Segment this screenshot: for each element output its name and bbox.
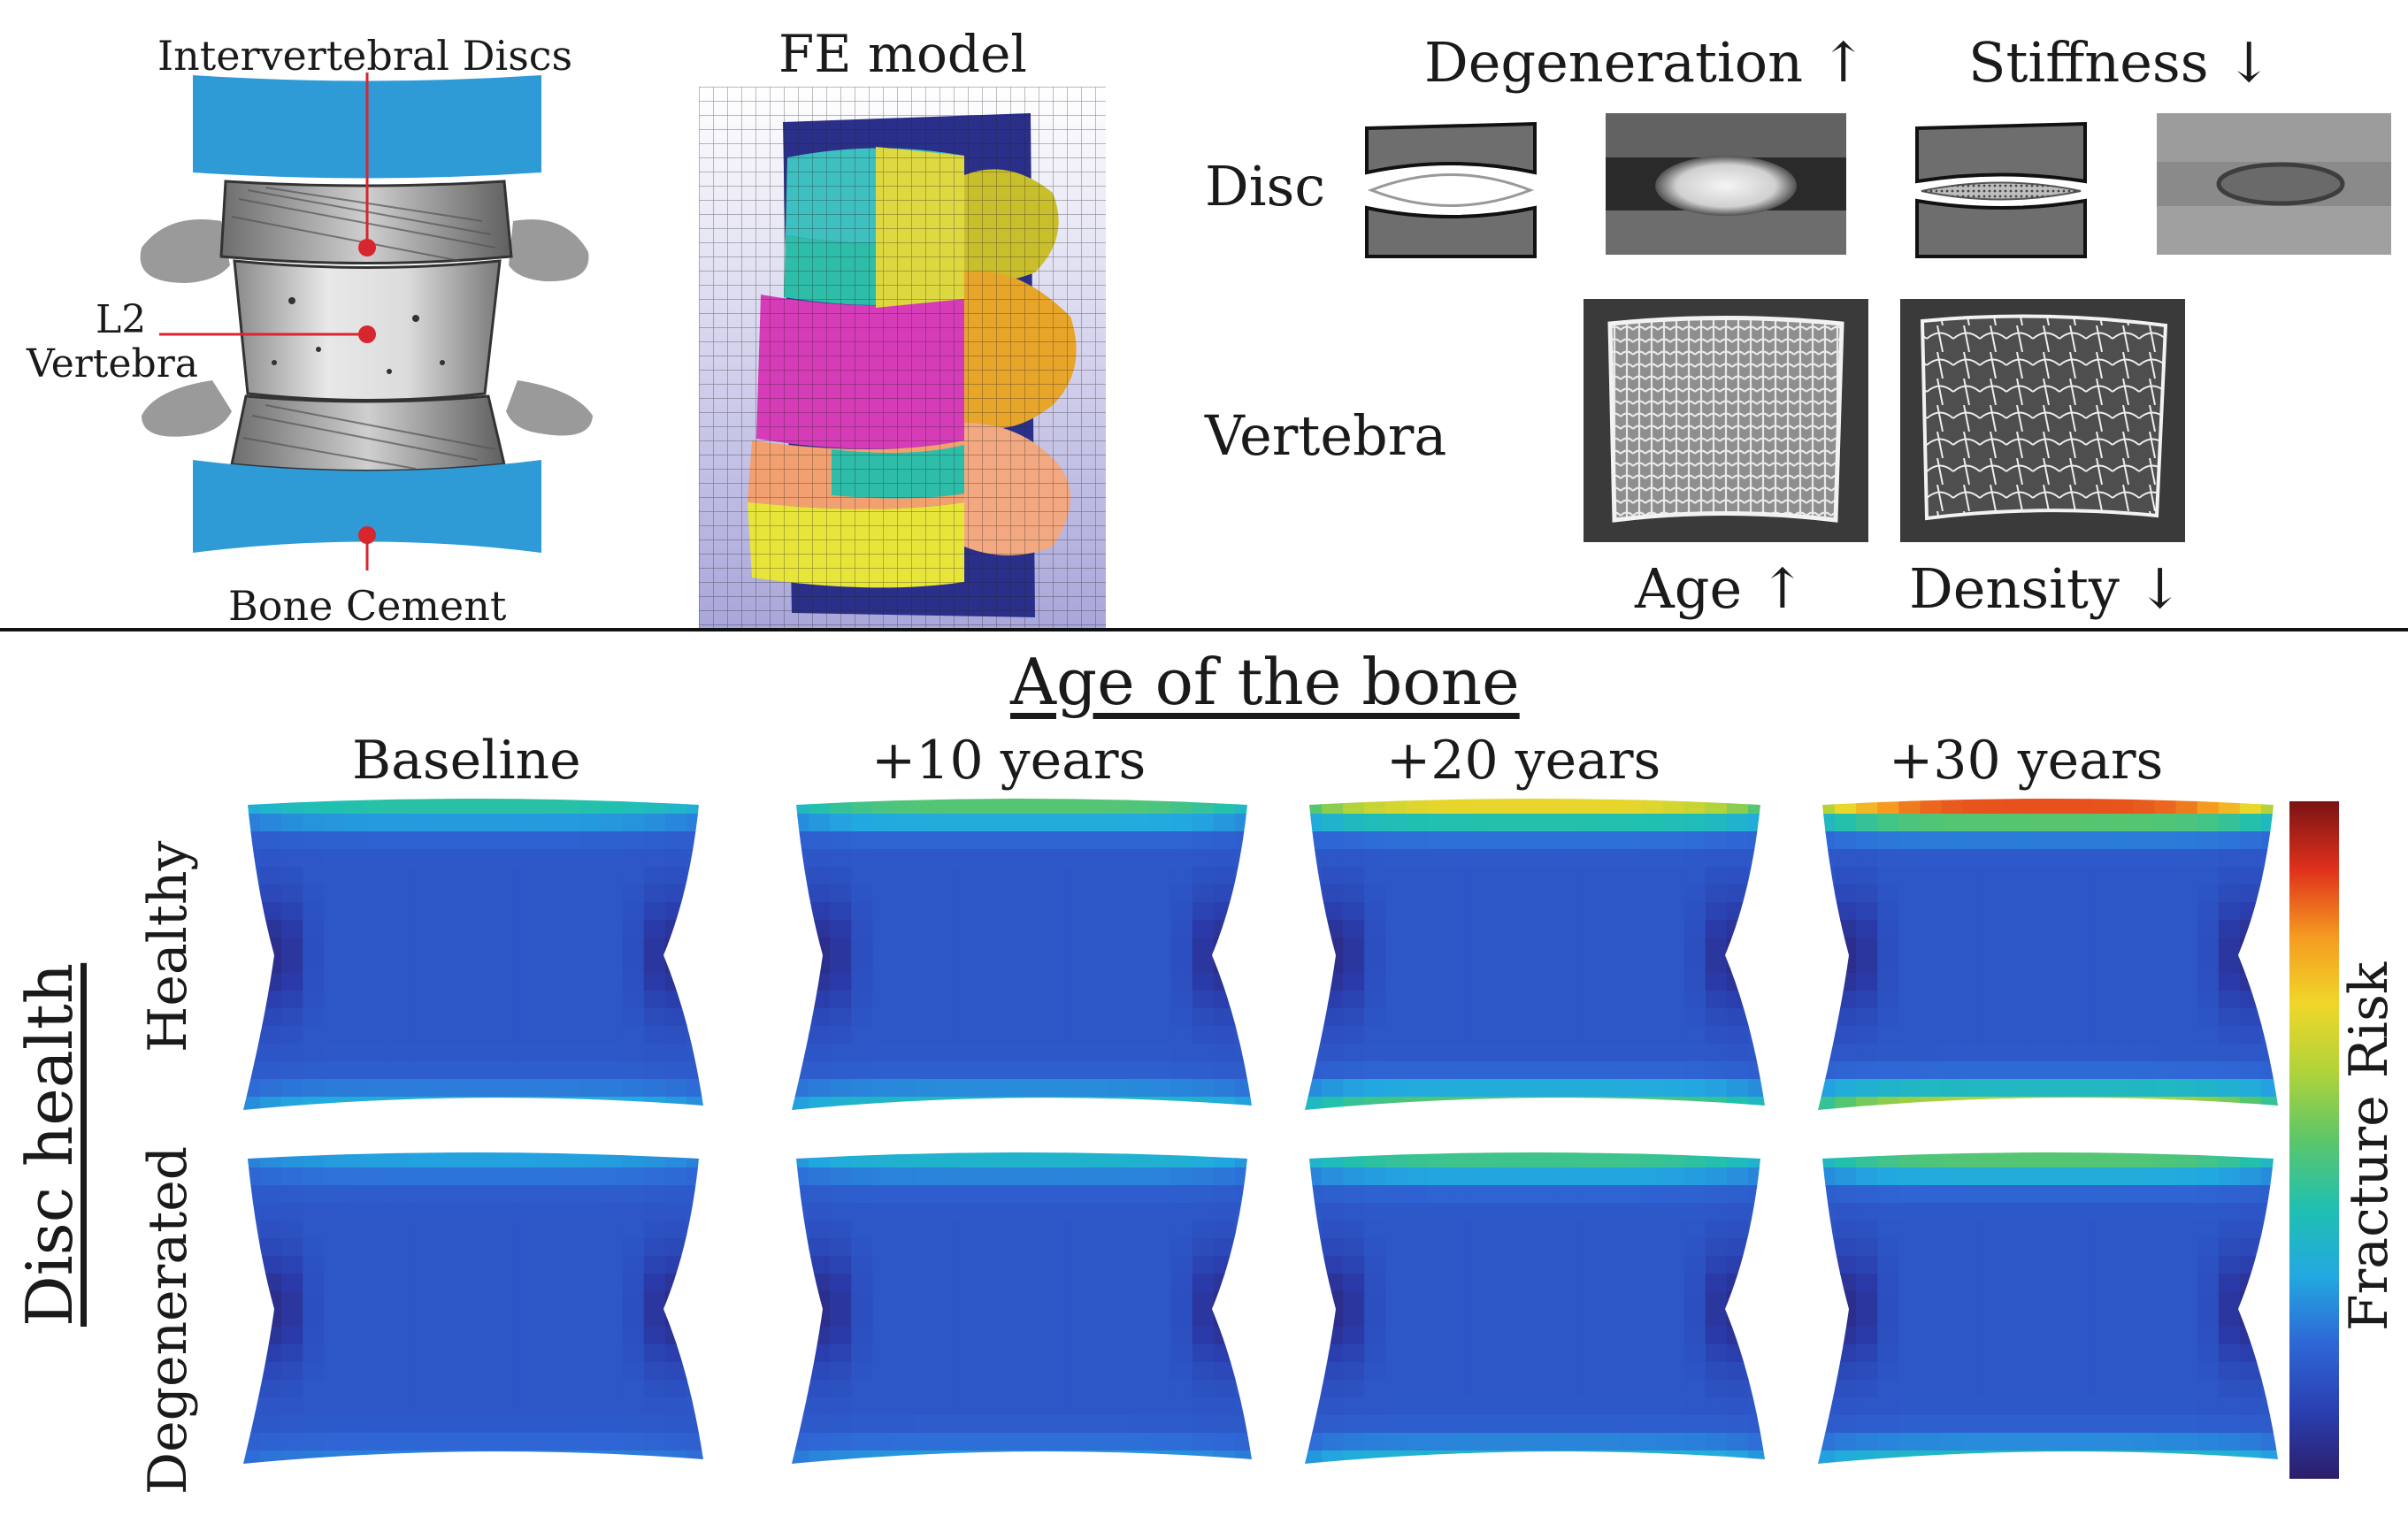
section-divider (0, 628, 2408, 631)
heatmap-healthy-0 (243, 799, 703, 1110)
healthy-disc-schematic (1365, 121, 1537, 258)
spine-illustration (140, 73, 593, 570)
fe-model-panel: FE model (690, 0, 1132, 630)
anatomy-panel: Intervertebral Discs L2 Vertebra Bone Ce… (0, 0, 699, 628)
fe-model-title: FE model (778, 24, 1027, 84)
heatmap-healthy-1 (792, 799, 1252, 1110)
fracture-risk-colorbar (2289, 801, 2339, 1479)
footer-age: Age ↑ (1635, 556, 1806, 621)
up-arrow-icon: ↑ (1803, 30, 1867, 95)
heatmap-degenerated-2 (1305, 1152, 1765, 1464)
old-vertebra-ct (1900, 299, 2185, 542)
down-arrow-icon: ↓ (2119, 556, 2183, 621)
footer-density: Density ↓ (1909, 556, 2183, 621)
col-label-30-years: +30 years (1889, 730, 2164, 792)
fe-mesh-illustration (699, 87, 1106, 628)
healthy-disc-mri (1606, 113, 1846, 255)
label-bone-cement: Bone Cement (228, 582, 507, 630)
col-label-baseline: Baseline (352, 730, 581, 792)
row-label-vertebra: Vertebra (1205, 403, 1447, 468)
material-panel: Degeneration ↑ Stiffness ↓ Disc Vertebra (1141, 0, 2408, 630)
colorbar-label: Fracture Risk (2338, 961, 2400, 1331)
degenerated-disc-schematic (1915, 121, 2087, 258)
col-label-20-years: +20 years (1386, 730, 1661, 792)
label-l2: L2 (96, 297, 147, 342)
results-title: Age of the bone (1010, 645, 1520, 719)
up-arrow-icon: ↑ (1742, 556, 1806, 621)
cement-bottom (193, 460, 541, 553)
heatmap-degenerated-0 (243, 1152, 703, 1464)
heatmap-healthy-3 (1818, 799, 2278, 1110)
down-arrow-icon: ↓ (2208, 30, 2273, 95)
degenerated-disc-mri (2157, 113, 2391, 255)
heatmap-degenerated-1 (792, 1152, 1252, 1464)
heatmap-healthy-2 (1305, 799, 1765, 1110)
heatmap-degenerated-3 (1818, 1152, 2278, 1464)
label-intervertebral-discs: Intervertebral Discs (157, 32, 573, 80)
row-label-disc: Disc (1205, 154, 1326, 218)
label-vertebra: Vertebra (27, 341, 198, 386)
col-label-10-years: +10 years (871, 730, 1146, 792)
young-vertebra-ct (1584, 299, 1868, 542)
header-stiffness: Stiffness ↓ (1968, 30, 2273, 95)
header-degeneration: Degeneration ↑ (1424, 30, 1867, 95)
